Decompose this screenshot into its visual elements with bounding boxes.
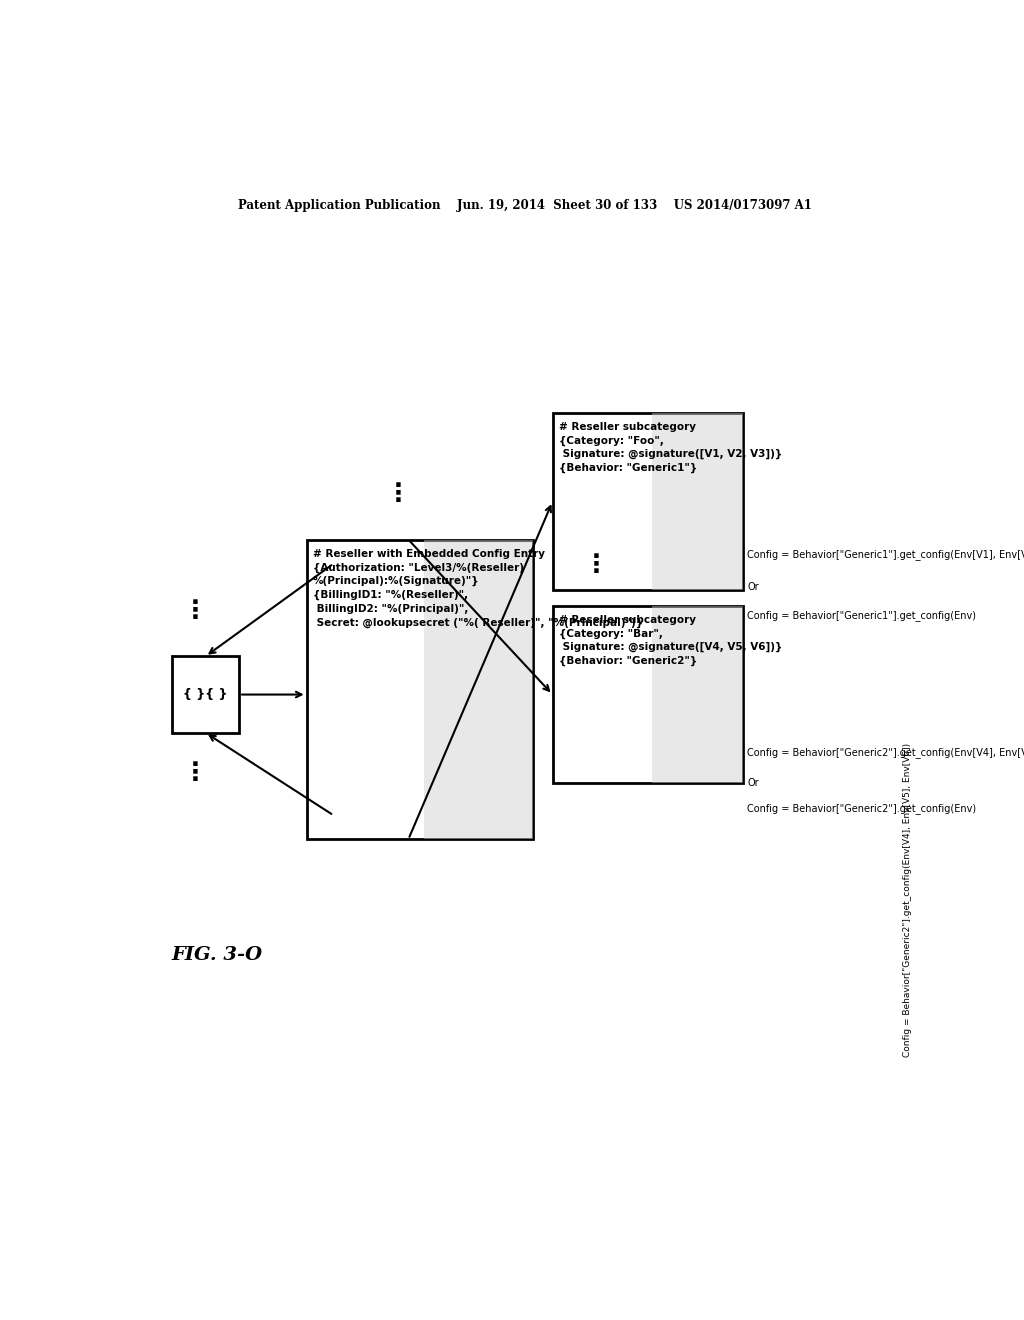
Bar [306, 540, 532, 840]
Bar [651, 606, 743, 784]
Bar [553, 606, 743, 784]
Text: ⋮: ⋮ [183, 762, 208, 785]
Text: Config = Behavior["Generic1"].get_config(Env): Config = Behavior["Generic1"].get_config… [748, 610, 976, 622]
Bar [651, 413, 743, 590]
Text: Config = Behavior["Generic2"].get_config(Env[V4], Env[V5], Env[V6]): Config = Behavior["Generic2"].get_config… [903, 743, 911, 1057]
Text: Config = Behavior["Generic1"].get_config(Env[V1], Env[V2], Env[V3]): Config = Behavior["Generic1"].get_config… [748, 549, 1024, 560]
Text: # Reseller subcategory
{Category: "Foo",
 Signature: @signature([V1, V2, V3])}
{: # Reseller subcategory {Category: "Foo",… [559, 421, 782, 474]
Text: Or: Or [748, 582, 759, 593]
Text: FIG. 3-O: FIG. 3-O [172, 946, 263, 964]
Text: # Reseller with Embedded Config Entry
{Authorization: "Level3/%(Reseller)
%(Prin: # Reseller with Embedded Config Entry {A… [313, 549, 643, 628]
Text: ⋮: ⋮ [584, 553, 608, 577]
Text: Config = Behavior["Generic2"].get_config(Env): Config = Behavior["Generic2"].get_config… [748, 804, 976, 814]
Bar [424, 540, 532, 840]
Text: ⋮: ⋮ [385, 482, 411, 506]
Text: Config = Behavior["Generic2"].get_config(Env[V4], Env[V5], Env[V6]): Config = Behavior["Generic2"].get_config… [748, 747, 1024, 759]
Text: ⋮: ⋮ [183, 599, 208, 623]
Text: Patent Application Publication    Jun. 19, 2014  Sheet 30 of 133    US 2014/0173: Patent Application Publication Jun. 19, … [238, 199, 812, 213]
Text: { }{ }: { }{ } [183, 688, 227, 701]
Text: # Reseller subcategory
{Category: "Bar",
 Signature: @signature([V4, V5, V6])}
{: # Reseller subcategory {Category: "Bar",… [559, 615, 782, 667]
Bar [172, 656, 240, 733]
Bar [553, 413, 743, 590]
Text: Or: Or [748, 779, 759, 788]
